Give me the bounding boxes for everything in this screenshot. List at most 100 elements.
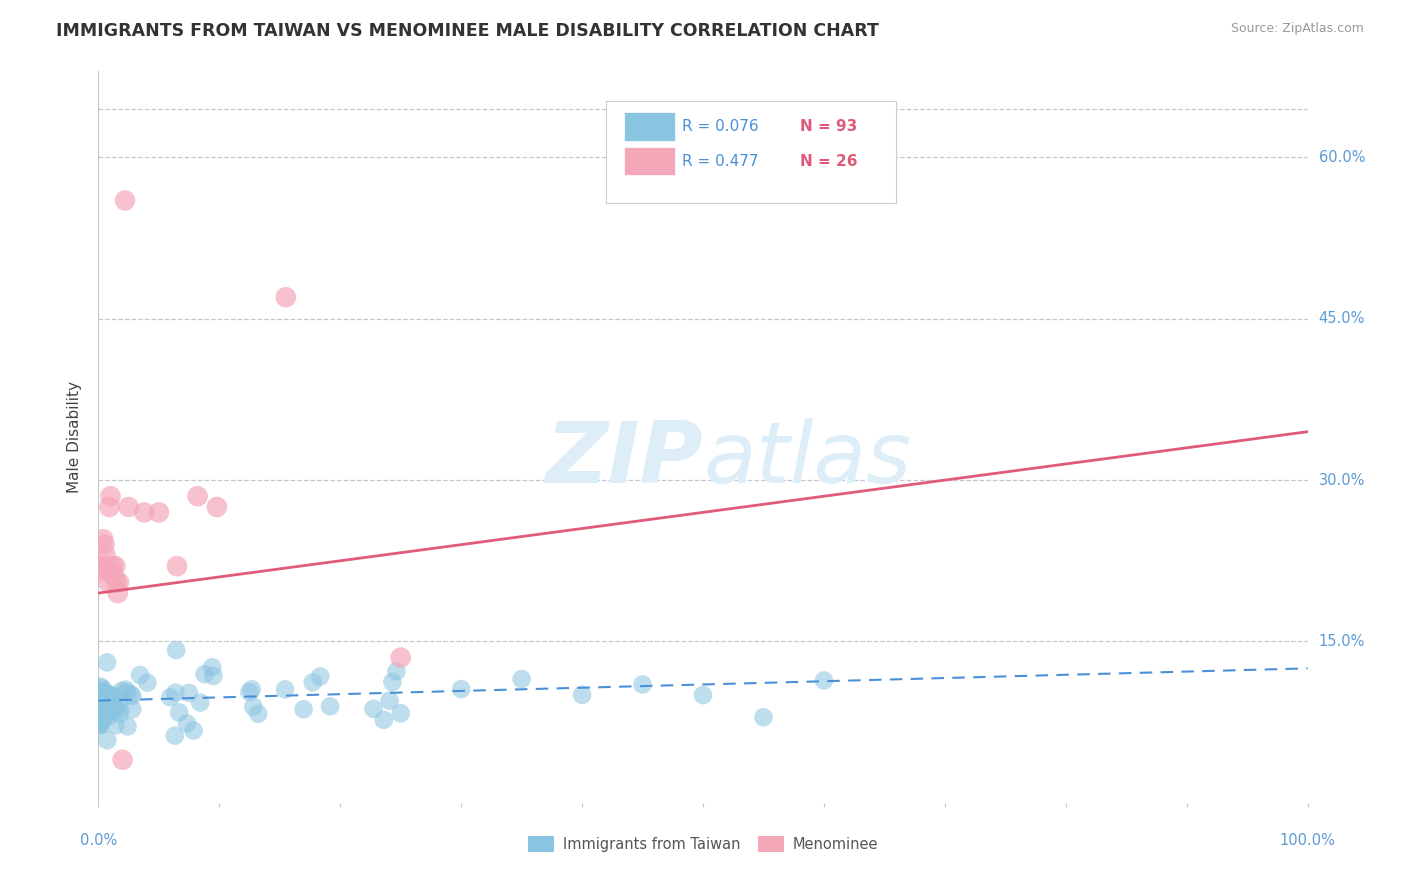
Text: 30.0%: 30.0% [1319, 473, 1365, 488]
Point [87, 692, 110, 706]
Y-axis label: Male Disability: Male Disability [67, 381, 83, 493]
Legend: Immigrants from Taiwan, Menominee: Immigrants from Taiwan, Menominee [522, 830, 884, 858]
Point [114, 682, 136, 697]
Point [108, 706, 131, 721]
Point [240, 682, 263, 697]
Point [167, 706, 190, 720]
Point [90, 710, 112, 724]
Text: 45.0%: 45.0% [1319, 311, 1365, 326]
Point [363, 702, 385, 716]
Point [201, 660, 224, 674]
Point [121, 690, 143, 704]
Point [389, 706, 412, 721]
Point [202, 669, 225, 683]
Point [94, 695, 117, 709]
Point [309, 669, 332, 683]
Point [292, 702, 315, 716]
Text: 15.0%: 15.0% [1319, 634, 1365, 649]
Point [319, 699, 342, 714]
Point [103, 698, 125, 713]
Point [187, 489, 209, 503]
Point [108, 703, 131, 717]
Text: 100.0%: 100.0% [1279, 833, 1336, 848]
Point [692, 688, 714, 702]
Point [98, 500, 121, 514]
Point [94, 704, 117, 718]
Point [111, 684, 134, 698]
Point [165, 643, 187, 657]
Point [93, 683, 115, 698]
Point [94, 703, 117, 717]
Point [117, 719, 139, 733]
Point [107, 698, 129, 712]
Point [94, 697, 117, 711]
Point [111, 753, 134, 767]
Point [118, 500, 141, 514]
Point [96, 733, 118, 747]
Text: N = 26: N = 26 [800, 153, 858, 169]
Point [101, 704, 124, 718]
Point [813, 673, 835, 688]
Text: N = 93: N = 93 [800, 120, 858, 135]
Point [96, 704, 118, 718]
Point [89, 695, 111, 709]
Point [148, 505, 170, 519]
Point [98, 688, 121, 702]
Point [238, 685, 260, 699]
Point [385, 665, 408, 679]
Point [96, 559, 118, 574]
Point [129, 668, 152, 682]
Point [94, 565, 117, 579]
Point [97, 695, 120, 709]
Point [89, 718, 111, 732]
Point [373, 713, 395, 727]
Point [96, 706, 118, 720]
Point [163, 729, 186, 743]
Point [100, 489, 122, 503]
Point [89, 699, 111, 714]
Text: 0.0%: 0.0% [80, 833, 117, 848]
Point [450, 681, 472, 696]
Point [105, 575, 128, 590]
Point [89, 716, 111, 731]
Point [89, 690, 111, 705]
Point [98, 709, 121, 723]
Point [103, 689, 125, 703]
Point [90, 680, 112, 694]
Point [90, 712, 112, 726]
Point [177, 686, 200, 700]
Point [87, 714, 110, 728]
Point [120, 687, 142, 701]
Point [510, 672, 533, 686]
Point [274, 290, 297, 304]
Point [91, 559, 114, 574]
Point [89, 718, 111, 732]
Point [159, 690, 181, 705]
Point [121, 702, 143, 716]
Text: ZIP: ZIP [546, 417, 703, 500]
Point [87, 688, 110, 702]
Point [193, 667, 215, 681]
Text: IMMIGRANTS FROM TAIWAN VS MENOMINEE MALE DISABILITY CORRELATION CHART: IMMIGRANTS FROM TAIWAN VS MENOMINEE MALE… [56, 22, 879, 40]
Point [134, 505, 156, 519]
Point [104, 701, 127, 715]
Point [101, 559, 124, 574]
Point [94, 705, 117, 719]
Point [752, 710, 775, 724]
Point [100, 565, 122, 579]
Point [103, 570, 125, 584]
Point [115, 685, 138, 699]
Text: R = 0.477: R = 0.477 [682, 153, 759, 169]
Point [381, 675, 404, 690]
Point [247, 706, 270, 721]
Point [301, 675, 323, 690]
Text: Source: ZipAtlas.com: Source: ZipAtlas.com [1230, 22, 1364, 36]
Point [166, 559, 188, 574]
Point [183, 723, 205, 738]
Point [176, 716, 198, 731]
Point [91, 700, 114, 714]
Point [91, 681, 114, 696]
Point [165, 686, 187, 700]
Point [89, 685, 111, 699]
Point [90, 696, 112, 710]
